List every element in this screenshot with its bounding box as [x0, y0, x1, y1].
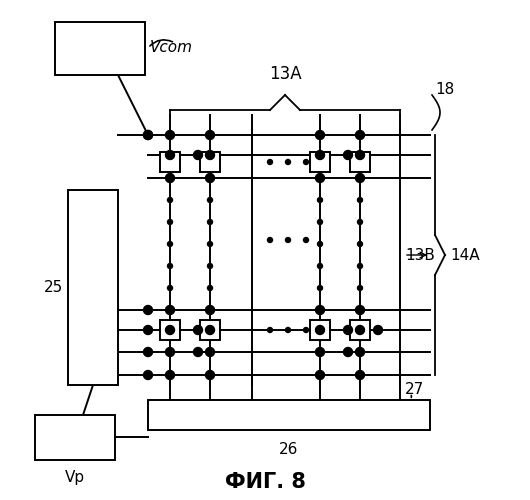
- Text: 26: 26: [279, 442, 299, 457]
- Circle shape: [167, 242, 172, 246]
- Bar: [55, 22, 145, 75]
- Text: ФИГ. 8: ФИГ. 8: [225, 472, 305, 492]
- Circle shape: [206, 348, 215, 356]
- Circle shape: [286, 238, 290, 242]
- Circle shape: [356, 326, 365, 334]
- Circle shape: [208, 242, 213, 246]
- Text: 14A: 14A: [450, 248, 480, 262]
- Text: 18: 18: [435, 82, 454, 98]
- Circle shape: [206, 326, 215, 334]
- Circle shape: [304, 238, 308, 242]
- Circle shape: [315, 326, 324, 334]
- Circle shape: [167, 198, 172, 202]
- Text: Vp: Vp: [65, 470, 85, 485]
- Circle shape: [315, 150, 324, 160]
- Circle shape: [165, 306, 174, 314]
- Circle shape: [206, 150, 215, 160]
- Circle shape: [144, 130, 153, 140]
- Circle shape: [304, 328, 308, 332]
- Circle shape: [343, 348, 352, 356]
- Bar: [68, 190, 118, 385]
- Circle shape: [358, 264, 363, 268]
- Text: 13B: 13B: [405, 248, 435, 262]
- Circle shape: [356, 150, 365, 160]
- Circle shape: [356, 306, 365, 314]
- Circle shape: [317, 286, 322, 290]
- Circle shape: [193, 348, 202, 356]
- Circle shape: [268, 160, 272, 164]
- Circle shape: [193, 150, 202, 160]
- Circle shape: [144, 306, 153, 314]
- Text: 13A: 13A: [269, 65, 302, 83]
- Circle shape: [165, 150, 174, 160]
- Text: 27: 27: [405, 382, 424, 398]
- Circle shape: [315, 306, 324, 314]
- Circle shape: [165, 370, 174, 380]
- Circle shape: [317, 242, 322, 246]
- Circle shape: [208, 286, 213, 290]
- Circle shape: [206, 174, 215, 182]
- Circle shape: [356, 174, 365, 182]
- Circle shape: [358, 220, 363, 224]
- Circle shape: [358, 286, 363, 290]
- Circle shape: [206, 130, 215, 140]
- Circle shape: [208, 198, 213, 202]
- Circle shape: [315, 348, 324, 356]
- Circle shape: [165, 130, 174, 140]
- Circle shape: [358, 198, 363, 202]
- Bar: [35, 415, 115, 460]
- Circle shape: [208, 264, 213, 268]
- Circle shape: [317, 220, 322, 224]
- Circle shape: [374, 326, 383, 334]
- Circle shape: [144, 370, 153, 380]
- Circle shape: [304, 160, 308, 164]
- Bar: [160, 320, 180, 340]
- Bar: [310, 320, 330, 340]
- Circle shape: [315, 130, 324, 140]
- Circle shape: [208, 220, 213, 224]
- Circle shape: [167, 220, 172, 224]
- Circle shape: [268, 238, 272, 242]
- Circle shape: [144, 130, 153, 140]
- Circle shape: [343, 150, 352, 160]
- Circle shape: [356, 348, 365, 356]
- Circle shape: [165, 326, 174, 334]
- Bar: [200, 320, 220, 340]
- Circle shape: [206, 370, 215, 380]
- Circle shape: [286, 328, 290, 332]
- Bar: [310, 152, 330, 172]
- Bar: [148, 400, 430, 430]
- Circle shape: [286, 160, 290, 164]
- Text: 25: 25: [44, 280, 63, 294]
- Circle shape: [315, 370, 324, 380]
- Circle shape: [358, 242, 363, 246]
- Circle shape: [165, 348, 174, 356]
- Circle shape: [167, 264, 172, 268]
- Text: Vcom: Vcom: [150, 40, 193, 56]
- Bar: [200, 152, 220, 172]
- Circle shape: [343, 326, 352, 334]
- Circle shape: [206, 306, 215, 314]
- Circle shape: [193, 326, 202, 334]
- Circle shape: [317, 198, 322, 202]
- Circle shape: [317, 264, 322, 268]
- Circle shape: [315, 174, 324, 182]
- Circle shape: [144, 348, 153, 356]
- Circle shape: [356, 370, 365, 380]
- Bar: [350, 320, 370, 340]
- Circle shape: [356, 130, 365, 140]
- Circle shape: [268, 328, 272, 332]
- Bar: [160, 152, 180, 172]
- Circle shape: [167, 286, 172, 290]
- Circle shape: [165, 174, 174, 182]
- Circle shape: [144, 326, 153, 334]
- Bar: [350, 152, 370, 172]
